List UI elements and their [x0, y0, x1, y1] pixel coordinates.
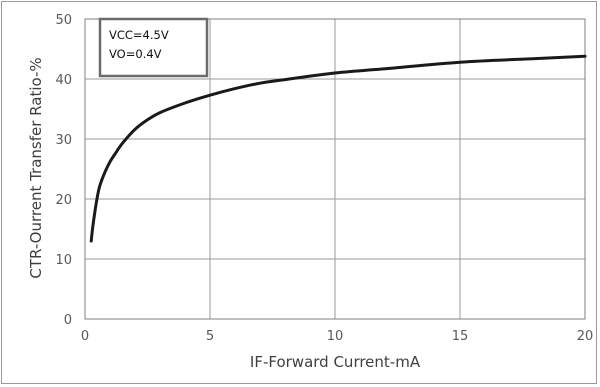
- y-tick-label: 50: [55, 13, 72, 28]
- note-vo: VO=0.4V: [109, 47, 162, 61]
- plot-area-border: [84, 18, 586, 320]
- y-tick-label: 30: [55, 133, 72, 148]
- y-tick-labels: 0 10 20 30 40 50: [55, 13, 72, 328]
- y-tick-label: 40: [55, 73, 72, 88]
- y-tick-label: 0: [64, 313, 72, 328]
- y-axis-title: CTR-Ourrent Transfer Ratio-%: [27, 57, 45, 278]
- condition-note: VCC=4.5V VO=0.4V: [98, 17, 209, 78]
- x-tick-labels: 0 5 10 15 20: [81, 329, 593, 344]
- x-tick-label: 20: [577, 329, 594, 344]
- x-axis-title: IF-Forward Current-mA: [250, 353, 421, 371]
- x-tick-label: 0: [81, 329, 89, 344]
- note-vcc: VCC=4.5V: [109, 28, 169, 42]
- x-tick-label: 10: [327, 329, 344, 344]
- y-tick-label: 10: [55, 253, 72, 268]
- y-tick-label: 20: [55, 193, 72, 208]
- x-tick-label: 15: [452, 329, 469, 344]
- condition-note-box: [98, 17, 209, 78]
- ctr-curve: [89, 54, 587, 243]
- x-tick-label: 5: [206, 329, 214, 344]
